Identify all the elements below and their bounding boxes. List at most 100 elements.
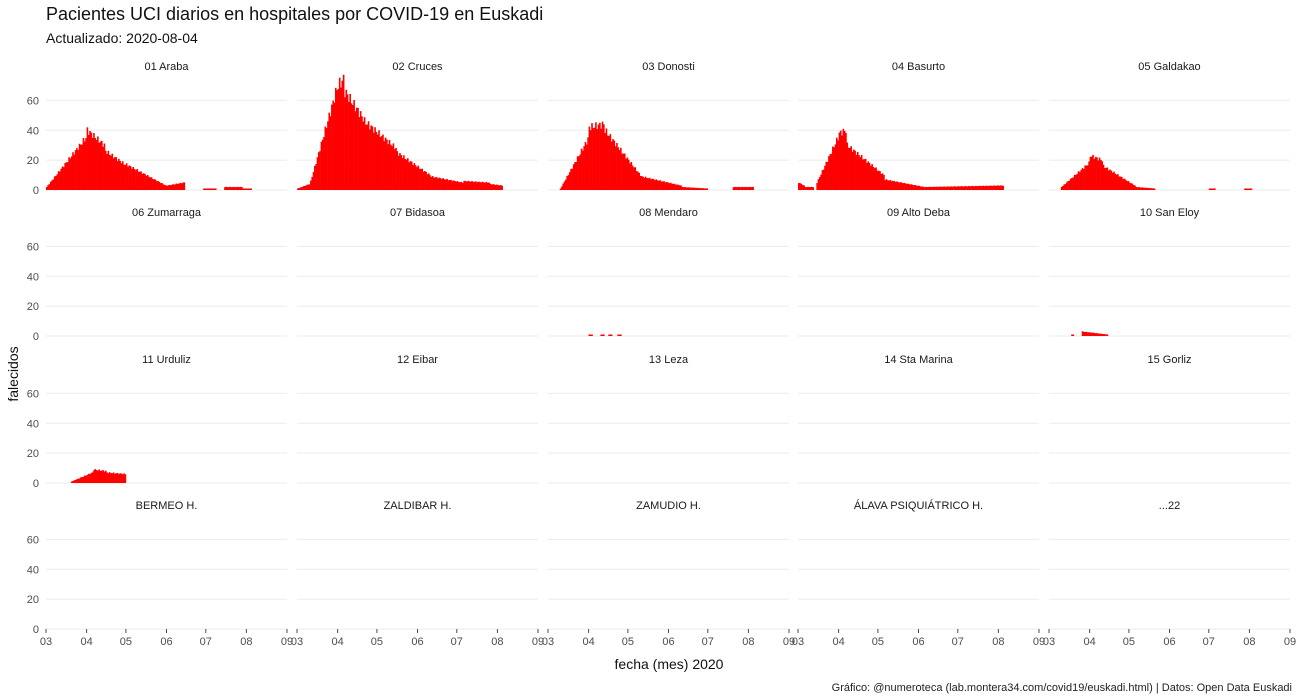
bar xyxy=(241,187,243,190)
bar xyxy=(919,186,922,190)
bar xyxy=(977,186,980,190)
bar xyxy=(137,171,140,190)
facet-label: 03 Donosti xyxy=(642,61,695,73)
bar xyxy=(973,186,976,190)
x-tick-label: 06 xyxy=(160,636,172,648)
bar xyxy=(837,140,839,190)
facet-panel: 04 Basurto xyxy=(798,61,1039,191)
bar xyxy=(65,162,68,190)
y-tick-label: 0 xyxy=(33,478,39,490)
bar xyxy=(120,473,123,483)
bar xyxy=(986,185,989,190)
bar xyxy=(80,477,82,483)
x-tick-label: 07 xyxy=(200,636,212,648)
bar xyxy=(841,135,843,190)
bar xyxy=(64,162,66,190)
bar xyxy=(799,183,801,190)
bar xyxy=(627,159,630,190)
bar xyxy=(1097,160,1100,190)
bar xyxy=(824,165,826,190)
bar xyxy=(959,186,961,190)
bar xyxy=(106,154,108,190)
bar xyxy=(111,153,114,190)
facet-panel: 06 Zumarraga 0 20 40 60 xyxy=(27,207,287,343)
bar xyxy=(867,161,870,190)
bar xyxy=(119,473,121,483)
bar xyxy=(138,171,141,190)
bar xyxy=(302,186,304,190)
bar xyxy=(616,142,618,190)
bar xyxy=(680,185,682,190)
bar xyxy=(1096,333,1098,336)
bar xyxy=(1066,182,1068,190)
bar xyxy=(115,473,118,483)
bar xyxy=(1072,334,1075,336)
x-tick-label: 04 xyxy=(80,636,92,648)
bar xyxy=(456,181,459,190)
x-tick-label: 04 xyxy=(331,636,343,648)
bar xyxy=(1132,185,1135,190)
bar xyxy=(145,175,148,190)
bar xyxy=(49,181,52,190)
bar xyxy=(838,132,841,190)
bar xyxy=(698,187,701,190)
bar xyxy=(1131,183,1134,190)
bar xyxy=(998,185,1001,190)
x-tick-label: 09 xyxy=(1033,636,1045,648)
bar xyxy=(1122,178,1124,190)
x-tick-label: 08 xyxy=(240,636,252,648)
bar xyxy=(1090,332,1093,336)
bar xyxy=(178,183,180,190)
facet-label: 07 Bidasoa xyxy=(390,207,446,219)
bar xyxy=(976,185,978,190)
bar xyxy=(800,183,803,190)
bar xyxy=(497,185,500,190)
bar xyxy=(243,188,246,190)
bar xyxy=(316,157,319,190)
bar xyxy=(121,161,124,190)
bar xyxy=(845,132,847,190)
facet-panel: BERMEO H. 0 20 40 60 03 04 05 06 07 08 09 xyxy=(27,500,293,648)
bar xyxy=(1090,156,1093,190)
facet-label: ZAMUDIO H. xyxy=(636,500,701,512)
bar xyxy=(414,165,417,190)
x-tick-label: 05 xyxy=(371,636,383,648)
facet-label: 09 Alto Deba xyxy=(887,207,951,219)
facet-label: ZALDIBAR H. xyxy=(384,500,452,512)
bar xyxy=(403,155,405,190)
bar xyxy=(1104,167,1106,190)
facet-label: 08 Mendaro xyxy=(639,207,698,219)
bar xyxy=(99,470,102,483)
bar xyxy=(951,186,953,190)
bar xyxy=(1075,174,1077,190)
bar xyxy=(446,178,448,190)
chart-caption: Gráfico: @numeroteca (lab.montera34.com/… xyxy=(831,682,1292,694)
bar xyxy=(1249,188,1252,190)
bar xyxy=(310,180,312,190)
bar xyxy=(72,152,74,190)
bar xyxy=(348,101,350,190)
bar xyxy=(1136,187,1139,190)
bar xyxy=(1060,187,1063,190)
bar xyxy=(568,172,571,190)
bar xyxy=(647,178,650,190)
x-tick-label: 03 xyxy=(1043,636,1055,648)
bar xyxy=(648,177,651,190)
bar xyxy=(671,183,673,190)
x-tick-label: 06 xyxy=(1163,636,1175,648)
bar xyxy=(1098,333,1101,336)
bar xyxy=(801,185,804,190)
bar xyxy=(142,173,145,190)
bar xyxy=(646,178,648,190)
bar xyxy=(737,186,740,190)
bar xyxy=(693,187,695,190)
bar xyxy=(591,123,593,190)
facet-label: BERMEO H. xyxy=(136,500,198,512)
bar xyxy=(354,111,357,190)
bar xyxy=(817,179,820,190)
bar xyxy=(609,134,612,190)
bar xyxy=(681,186,684,190)
bar xyxy=(673,183,676,190)
bar xyxy=(228,187,230,190)
bar xyxy=(1001,185,1003,190)
